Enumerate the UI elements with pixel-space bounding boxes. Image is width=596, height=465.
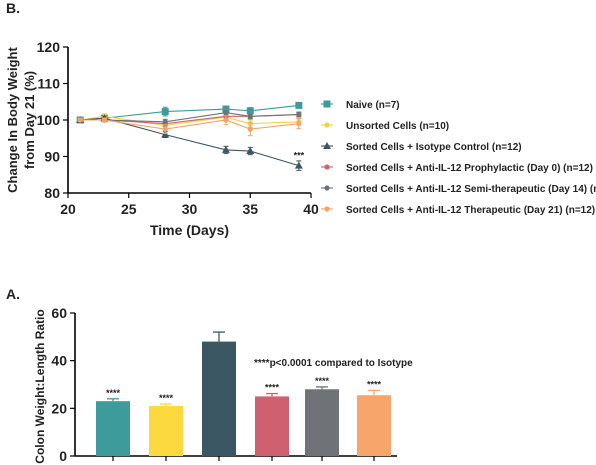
bar-group-2: ****	[149, 393, 183, 461]
bar-group-5: ****	[305, 376, 339, 461]
legend-marker	[324, 185, 330, 191]
legend-item: Sorted Cells + Anti-IL-12 Prophylactic (…	[321, 163, 593, 174]
line-chart-y-tick-label: 110	[37, 76, 60, 92]
panel-b-label: B.	[6, 0, 20, 16]
legend-label: Sorted Cells + Isotype Control (n=12)	[346, 142, 522, 153]
bar-significance-label: ****	[159, 393, 174, 403]
legend-label: Sorted Cells + Anti-IL-12 Therapeutic (D…	[346, 205, 595, 216]
legend-item: Sorted Cells + Isotype Control (n=12)	[321, 142, 522, 153]
legend-marker	[324, 164, 330, 170]
line-chart-ylabel-line: from Day 21 (%)	[22, 71, 37, 169]
legend-item: Sorted Cells + Anti-IL-12 Therapeutic (D…	[321, 205, 595, 216]
legend-label: Unsorted Cells (n=10)	[346, 121, 449, 132]
legend-label: Naive (n=7)	[346, 100, 400, 111]
data-point	[223, 117, 229, 123]
data-point	[246, 147, 255, 155]
bar-chart-ylabel: Colon Weight:Length Ratio	[33, 309, 47, 463]
legend-marker	[324, 206, 330, 212]
line-chart-legend: Naive (n=7) Unsorted Cells (n=10) Sorted C…	[321, 100, 596, 216]
line-chart-y-tick-label: 80	[44, 185, 60, 201]
line-chart-xlabel: Time (Days)	[150, 222, 229, 238]
legend-label: Sorted Cells + Anti-IL-12 Prophylactic (…	[346, 163, 593, 174]
bar-chart-y-tick-label: 60	[51, 305, 67, 321]
bar-group-4: ****	[255, 383, 289, 461]
bar-chart-y-tick-label: 0	[59, 448, 67, 464]
line-chart-ylabel: Change In Body Weight from Day 21 (%)	[5, 47, 37, 193]
panel-a-label: A.	[6, 286, 20, 302]
data-point	[246, 107, 254, 115]
data-point	[221, 145, 230, 153]
data-point	[162, 119, 168, 125]
bar-chart-y-tick-label: 40	[51, 353, 67, 369]
data-point	[101, 117, 108, 123]
line-chart-x-tick-label: 40	[303, 201, 319, 217]
legend-item: Naive (n=7)	[321, 100, 400, 111]
significance-marker: ***	[294, 151, 305, 161]
data-point	[296, 121, 302, 127]
data-point	[161, 108, 169, 116]
bar-group-6: ****	[357, 379, 391, 461]
line-chart-x-tick-label: 35	[242, 201, 258, 217]
line-chart-ylabel-line: Change In Body Weight	[5, 47, 20, 193]
bar-significance-label: ****	[265, 383, 280, 393]
bar	[357, 395, 391, 456]
series-line	[80, 115, 299, 127]
bar	[96, 401, 130, 456]
data-point	[295, 101, 303, 109]
bar-significance-label: ****	[367, 379, 382, 389]
bar	[255, 396, 289, 456]
legend-marker	[324, 122, 330, 128]
data-point	[161, 130, 170, 138]
legend-marker	[323, 142, 331, 149]
bar	[149, 405, 183, 456]
data-point	[222, 105, 230, 113]
bar-significance-label: ****	[106, 388, 121, 398]
data-point	[247, 126, 253, 132]
data-point	[223, 110, 229, 116]
bar-group-3	[202, 331, 236, 461]
line-chart-y-tick-label: 120	[37, 39, 61, 55]
bar-significance-label: ****	[315, 376, 330, 386]
significance-note: ****p<0.0001 compared to Isotype	[254, 358, 413, 369]
data-point	[77, 117, 83, 123]
legend-item: Sorted Cells + Anti-IL-12 Semi-therapeut…	[321, 184, 596, 195]
bar	[202, 341, 236, 456]
bar-chart-y-tick-label: 20	[51, 400, 67, 416]
line-chart-y-tick-label: 90	[44, 149, 60, 165]
data-point	[296, 111, 302, 118]
series-line	[80, 119, 299, 130]
line-series-4	[77, 111, 302, 127]
line-chart-x-tick-label: 25	[121, 201, 137, 217]
legend-item: Unsorted Cells (n=10)	[321, 121, 449, 132]
data-point	[294, 161, 303, 169]
data-point	[162, 126, 168, 132]
line-chart-y-tick-label: 100	[37, 112, 61, 128]
data-point	[247, 113, 253, 119]
line-chart-x-tick-label: 20	[60, 201, 76, 217]
bar-group-1: ****	[96, 388, 130, 461]
line-chart-x-tick-label: 30	[182, 201, 198, 217]
legend-label: Sorted Cells + Anti-IL-12 Semi-therapeut…	[346, 184, 596, 195]
legend-marker	[323, 100, 331, 108]
colon-ratio-bar-chart: Colon Weight:Length Ratio ****p<0.0001 c…	[33, 305, 413, 464]
bar	[305, 389, 339, 456]
line-series-6	[77, 115, 302, 137]
body-weight-line-chart: Change In Body Weight from Day 21 (%) Tim…	[5, 39, 319, 238]
series-line	[80, 117, 300, 167]
